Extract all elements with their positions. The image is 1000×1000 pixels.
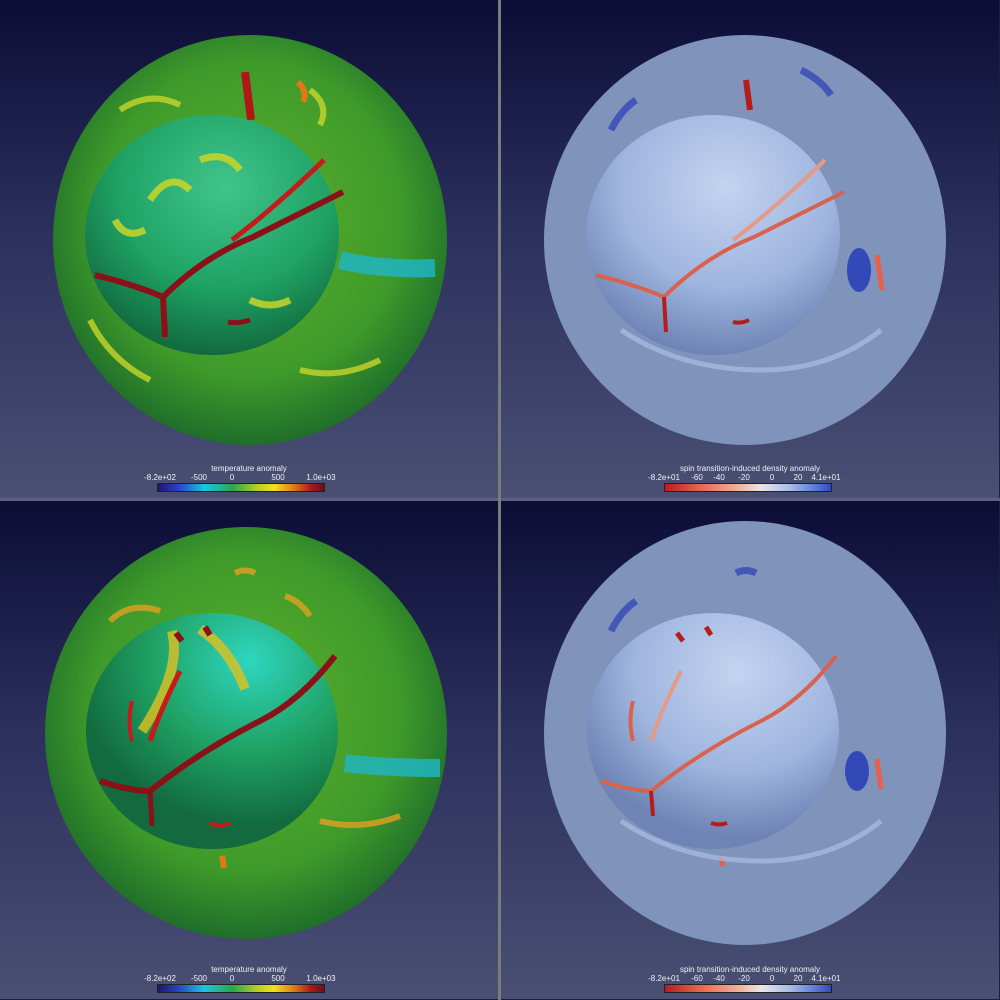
colorbar-ticks: -8.2e+01 -60 -40 -20 0 20 4.1e+01 — [501, 473, 999, 483]
tick-label: -8.2e+01 — [648, 473, 680, 482]
density-inner-sphere — [586, 115, 845, 355]
colorbar-gradient — [157, 984, 325, 993]
tick-label: -8.2e+01 — [648, 974, 680, 983]
tick-label: -500 — [190, 974, 208, 983]
colorbar-title: temperature anomaly — [211, 965, 287, 974]
colorbar-density: spin transition-induced density anomaly … — [501, 965, 999, 995]
colorbar-title: spin transition-induced density anomaly — [679, 965, 821, 974]
tick-label: -60 — [691, 473, 703, 482]
tick-label: 500 — [271, 974, 285, 983]
tick-label: -20 — [738, 974, 750, 983]
temperature-sphere-view[interactable] — [0, 0, 498, 470]
panel-temperature-top[interactable]: temperature anomaly -8.2e+02 -500 0 500 … — [0, 0, 498, 498]
colorbar-temperature: temperature anomaly -8.2e+02 -500 0 500 … — [0, 965, 498, 995]
density-sphere-view[interactable] — [501, 0, 999, 470]
colorbar-gradient — [664, 483, 832, 492]
tick-label: -60 — [691, 974, 703, 983]
density-inner-sphere — [587, 613, 839, 849]
panel-divider-horizontal[interactable] — [0, 498, 1000, 501]
colorbar-title: temperature anomaly — [211, 464, 287, 473]
tick-label: 1.0e+03 — [306, 974, 336, 983]
colorbar-temperature: temperature anomaly -8.2e+02 -500 0 500 … — [0, 464, 498, 494]
density-sphere-view[interactable] — [501, 501, 999, 971]
tick-label: -8.2e+02 — [144, 974, 176, 983]
colorbar-gradient — [664, 984, 832, 993]
tick-label: 20 — [793, 473, 803, 482]
tick-label: 1.0e+03 — [306, 473, 336, 482]
colorbar-ticks: -8.2e+01 -60 -40 -20 0 20 4.1e+01 — [501, 974, 999, 984]
tick-label: 0 — [769, 974, 775, 983]
tick-label: -20 — [738, 473, 750, 482]
temperature-sphere-view[interactable] — [0, 501, 498, 971]
colorbar-density: spin transition-induced density anomaly … — [501, 464, 999, 494]
colorbar-title: spin transition-induced density anomaly — [679, 464, 821, 473]
tick-label: -500 — [190, 473, 208, 482]
panel-temperature-bottom[interactable]: temperature anomaly -8.2e+02 -500 0 500 … — [0, 501, 498, 999]
temperature-inner-sphere — [86, 613, 338, 849]
tick-label: 20 — [793, 974, 803, 983]
tick-label: 0 — [769, 473, 775, 482]
tick-label: 4.1e+01 — [811, 473, 841, 482]
colorbar-gradient — [157, 483, 325, 492]
tick-label: -8.2e+02 — [144, 473, 176, 482]
tick-label: 4.1e+01 — [811, 974, 841, 983]
tick-label: -40 — [713, 473, 725, 482]
tick-label: 500 — [271, 473, 285, 482]
tick-label: -40 — [713, 974, 725, 983]
tick-label: 0 — [229, 473, 235, 482]
colorbar-ticks: -8.2e+02 -500 0 500 1.0e+03 — [0, 473, 498, 483]
temperature-inner-sphere — [85, 115, 345, 355]
panel-density-bottom[interactable]: spin transition-induced density anomaly … — [501, 501, 999, 999]
colorbar-ticks: -8.2e+02 -500 0 500 1.0e+03 — [0, 974, 498, 984]
tick-label: 0 — [229, 974, 235, 983]
panel-density-top[interactable]: spin transition-induced density anomaly … — [501, 0, 999, 498]
